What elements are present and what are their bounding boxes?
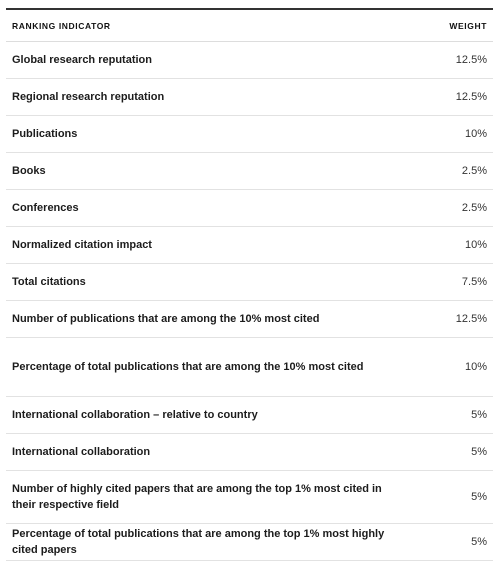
weight-cell: 10% (411, 337, 493, 397)
weight-cell: 2.5% (411, 189, 493, 227)
table-row: Regional research reputation 12.5% (6, 78, 493, 116)
weight-cell: 12.5% (411, 78, 493, 116)
ranking-weights-table-container: RANKING INDICATOR WEIGHT Global research… (6, 8, 493, 561)
weight-cell: 12.5% (411, 300, 493, 338)
weight-cell: 7.5% (411, 263, 493, 301)
table-header: RANKING INDICATOR WEIGHT (6, 9, 493, 42)
table-row: Number of publications that are among th… (6, 300, 493, 338)
indicator-cell: Publications (6, 115, 411, 153)
indicator-cell: Number of publications that are among th… (6, 300, 411, 338)
indicator-cell: Percentage of total publications that ar… (6, 337, 411, 397)
table-row: Number of highly cited papers that are a… (6, 470, 493, 524)
table-row: Normalized citation impact 10% (6, 226, 493, 264)
table-row: Books 2.5% (6, 152, 493, 190)
table-row: Global research reputation 12.5% (6, 41, 493, 79)
ranking-weights-table: RANKING INDICATOR WEIGHT Global research… (6, 8, 493, 561)
table-row: Percentage of total publications that ar… (6, 523, 493, 561)
table-body: Global research reputation 12.5% Regiona… (6, 41, 493, 561)
indicator-cell: Total citations (6, 263, 411, 301)
weight-cell: 5% (411, 470, 493, 524)
table-row: International collaboration 5% (6, 433, 493, 471)
indicator-cell: Number of highly cited papers that are a… (6, 470, 411, 524)
column-header-weight: WEIGHT (411, 9, 493, 42)
indicator-cell: Conferences (6, 189, 411, 227)
indicator-cell: Regional research reputation (6, 78, 411, 116)
indicator-cell: International collaboration – relative t… (6, 396, 411, 434)
table-row: Percentage of total publications that ar… (6, 337, 493, 397)
column-header-ranking-indicator: RANKING INDICATOR (6, 9, 411, 42)
indicator-cell: Percentage of total publications that ar… (6, 523, 411, 561)
weight-cell: 12.5% (411, 41, 493, 79)
indicator-cell: Normalized citation impact (6, 226, 411, 264)
weight-cell: 5% (411, 396, 493, 434)
header-row: RANKING INDICATOR WEIGHT (6, 9, 493, 42)
table-row: Conferences 2.5% (6, 189, 493, 227)
table-row: Publications 10% (6, 115, 493, 153)
weight-cell: 5% (411, 523, 493, 561)
indicator-cell: International collaboration (6, 433, 411, 471)
table-row: Total citations 7.5% (6, 263, 493, 301)
weight-cell: 10% (411, 226, 493, 264)
weight-cell: 5% (411, 433, 493, 471)
indicator-cell: Books (6, 152, 411, 190)
indicator-cell: Global research reputation (6, 41, 411, 79)
table-row: International collaboration – relative t… (6, 396, 493, 434)
weight-cell: 2.5% (411, 152, 493, 190)
weight-cell: 10% (411, 115, 493, 153)
